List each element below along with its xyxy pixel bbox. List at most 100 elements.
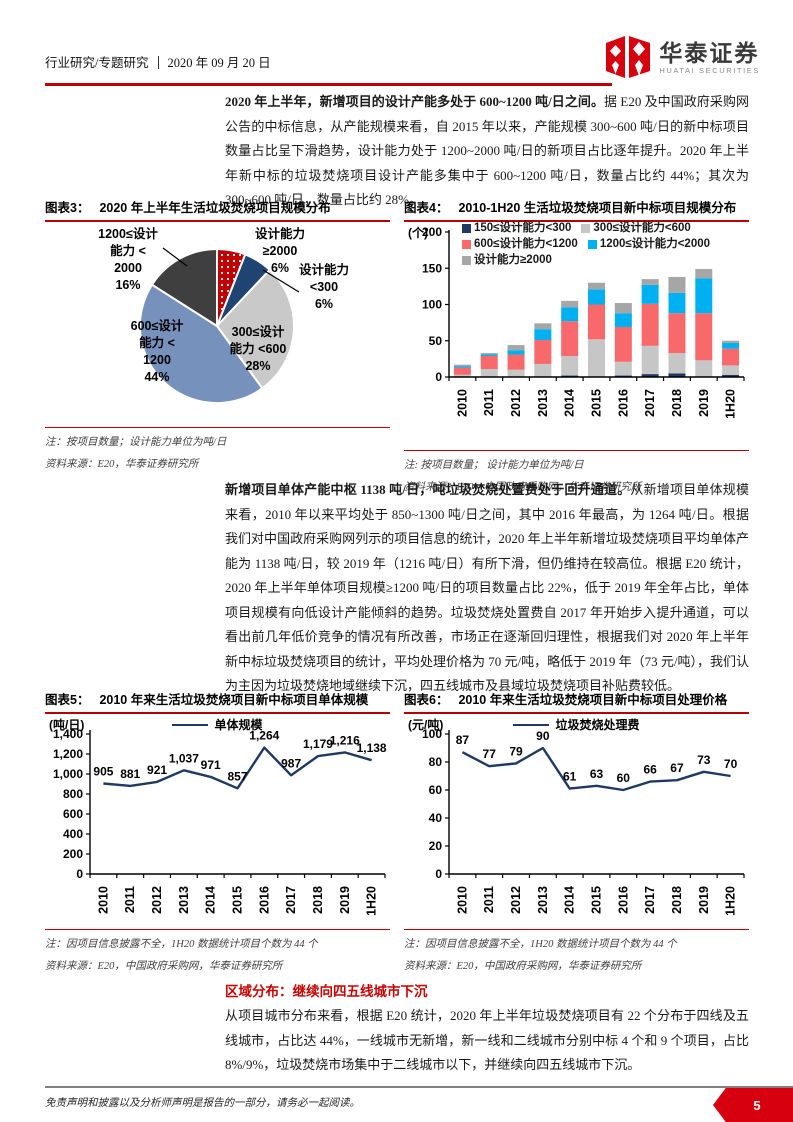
y-tick-label: 1,400 <box>53 727 83 741</box>
bar-segment <box>507 369 525 377</box>
bar-segment <box>534 363 552 377</box>
figure3-title: 图表3： 2020 年上半年生活垃圾焚烧项目规模分布 <box>45 200 390 222</box>
data-point-label: 857 <box>227 769 247 783</box>
x-tick-label: 2013 <box>177 886 191 914</box>
data-point-label: 1,179 <box>303 737 333 751</box>
bar-segment <box>695 268 713 279</box>
x-tick-label: 1H20 <box>724 389 738 419</box>
brand-name-cn: 华泰证券 <box>659 39 760 66</box>
x-tick-label: 2018 <box>670 886 684 914</box>
bar-segment <box>668 276 686 293</box>
data-point-label: 77 <box>483 747 497 761</box>
pie-slice <box>138 283 264 405</box>
bar-segment <box>480 354 498 356</box>
bar-segment <box>534 323 552 330</box>
bar-segment <box>641 284 659 304</box>
y-tick-label: 400 <box>63 827 83 841</box>
data-point-label: 881 <box>120 767 140 781</box>
x-tick-label: 2010 <box>455 886 469 914</box>
figure3-source: 资料来源：E20，华泰证券研究所 <box>45 459 199 470</box>
y-tick-label: 0 <box>435 867 442 881</box>
figure6-notes: 注：因项目信息披露不全，1H20 数据统计项目个数为 44 个 资料来源：E20… <box>404 929 749 973</box>
bar-segment <box>668 292 686 314</box>
figure5-source: 资料来源：E20，中国政府采购网，华泰证券研究所 <box>45 961 283 972</box>
region-section: 区域分布：继续向四五线城市下沉 从项目城市分布来看，根据 E20 统计，2020… <box>225 980 749 1078</box>
figure3-note: 注：按项目数量；设计能力单位为吨/日 <box>45 437 227 448</box>
bar-segment <box>695 360 713 377</box>
bar-segment <box>453 374 471 377</box>
figure6-title-text: 2010 年来生活垃圾焚烧项目新中标项目处理价格 <box>458 693 728 707</box>
paragraph-lead-bold: 新增项目单体产能中枢 1138 吨/日，吨垃圾焚烧处置费处于回升通道。 <box>225 482 631 497</box>
bar-segment <box>507 350 525 355</box>
x-tick-label: 2016 <box>616 389 630 417</box>
x-tick-label: 2016 <box>616 886 630 914</box>
y-tick-label: 800 <box>63 787 83 801</box>
x-tick-label: 2017 <box>643 886 657 914</box>
pie-slice-label: 1200≤设计 能力 <2000 16% <box>98 227 158 292</box>
bar-segment <box>695 278 713 314</box>
y-tick-label: 600 <box>63 807 83 821</box>
figure4-title: 图表4： 2010-1H20 生活垃圾焚烧项目新中标项目规模分布 <box>404 200 749 222</box>
figure-row-1: 图表3： 2020 年上半年生活垃圾焚烧项目规模分布 1200≤设计 能力 <200… <box>45 200 749 501</box>
data-point-label: 79 <box>509 744 523 758</box>
legend-item: 设计能力≥2000 <box>462 252 552 268</box>
data-line <box>103 746 372 790</box>
legend-label: 150≤设计能力<300 <box>474 222 572 234</box>
paragraph-body: 据 E20 及中国政府采购网公告的中标信息，从产能规模来看，自 2015 年以来… <box>225 94 749 207</box>
figure6-axis-unit: (元/吨) <box>408 718 444 732</box>
bar-segment <box>641 345 659 375</box>
figure5-legend-label: 单体规模 <box>214 718 263 732</box>
bar-segment <box>534 329 552 341</box>
data-point-label: 90 <box>536 729 550 743</box>
legend-item: 150≤设计能力<300 <box>462 220 571 236</box>
pie-slice-label: 设计能力 ≥2000 6% <box>254 227 305 275</box>
legend-item: 300≤设计能力<600 <box>581 220 691 236</box>
bar-segment <box>507 345 525 351</box>
bar-segment <box>614 303 632 314</box>
figure3-title-text: 2020 年上半年生活垃圾焚烧项目规模分布 <box>99 201 331 215</box>
figure4-label: 图表4： <box>404 201 449 215</box>
x-tick-label: 1H20 <box>724 886 738 916</box>
data-point-label: 60 <box>617 771 631 785</box>
figure-row-2: 图表5： 2010 年来生活垃圾焚烧项目新中标项目单体规模 (吨/日) 单体规模 … <box>45 692 749 980</box>
x-tick-label: 2010 <box>96 886 110 914</box>
line-chart-svg: 0 200 400 600 800 1,000 1,200 1,400 905 881 9211,0… <box>53 727 387 916</box>
y-tick-label: 20 <box>429 839 443 853</box>
x-tick-label: 2016 <box>257 886 271 914</box>
figure6-title: 图表6： 2010 年来生活垃圾焚烧项目新中标项目处理价格 <box>404 692 749 714</box>
figure4-note: 注: 按项目数量； 设计能力单位为吨/日 <box>404 460 584 471</box>
x-tick-label: 2013 <box>536 886 550 914</box>
figure5-title: 图表5： 2010 年来生活垃圾焚烧项目新中标项目单体规模 <box>45 692 390 714</box>
y-tick-label: 1,200 <box>53 747 83 761</box>
x-tick-label: 2015 <box>590 886 604 914</box>
logo-text: 华泰证券 HUATAI SECURITIES <box>659 40 760 75</box>
legend-line-swatch <box>513 723 550 726</box>
x-tick-label: 2018 <box>311 886 325 914</box>
x-tick-label: 2018 <box>670 389 684 417</box>
line-chart-unit-scale: (吨/日) 单体规模 0 200 400 600 800 1,000 1,200 1,400 9… <box>45 714 390 929</box>
bar-segment <box>695 313 713 361</box>
bar-segment <box>561 321 579 356</box>
bar-segment <box>561 307 579 322</box>
data-point-label: 70 <box>724 757 738 771</box>
figure4-notes: 注: 按项目数量； 设计能力单位为吨/日 资料来源：E20，中国政府采购网，华泰… <box>404 450 749 494</box>
footer-rule <box>45 1086 793 1088</box>
data-point-label: 87 <box>456 733 470 747</box>
x-tick-label: 2014 <box>563 389 577 417</box>
pie-slice-label: 设计能力 <300 6% <box>298 263 349 311</box>
y-tick-label: 150 <box>422 261 442 275</box>
data-point-label: 905 <box>93 765 113 779</box>
pie-slice-label: 300≤设计 能力 <600 28% <box>229 325 287 373</box>
y-tick-label: 50 <box>429 334 443 348</box>
bar-segment <box>614 375 632 377</box>
bar-segment <box>561 300 579 308</box>
report-date: 2020 年 09 月 20 日 <box>167 56 271 70</box>
figure6-note: 注：因项目信息披露不全，1H20 数据统计项目个数为 44 个 <box>404 939 677 950</box>
figure3-notes: 注：按项目数量；设计能力单位为吨/日 资料来源：E20，华泰证券研究所 <box>45 427 390 471</box>
pie-slice-label: 600≤设计 能力 <1200 44% <box>130 319 184 384</box>
legend-swatch <box>462 239 471 249</box>
x-tick-label: 2019 <box>697 886 711 914</box>
page-number: 5 <box>753 1097 761 1113</box>
x-tick-label: 2011 <box>482 389 496 416</box>
